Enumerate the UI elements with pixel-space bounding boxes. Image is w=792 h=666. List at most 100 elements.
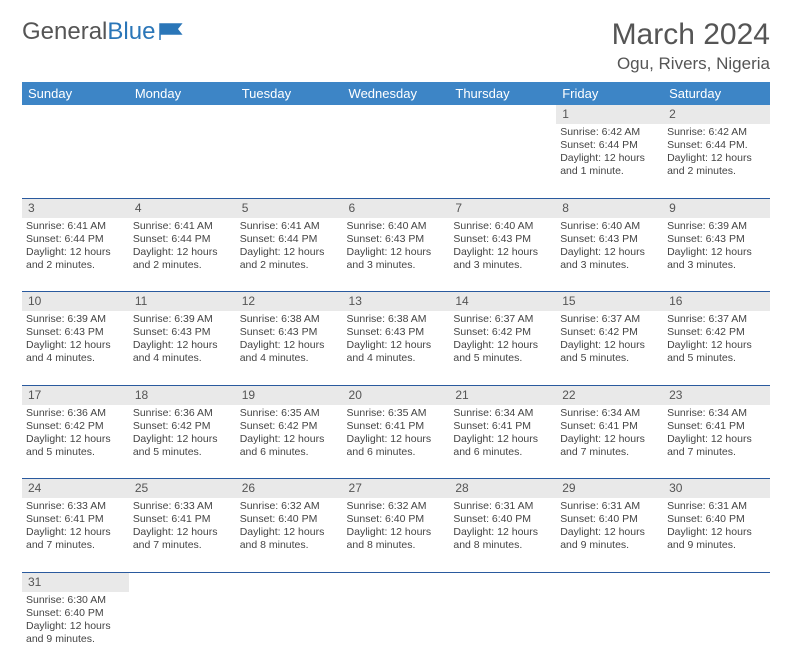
- weekday-header: Sunday: [22, 82, 129, 105]
- sunset-text: Sunset: 6:43 PM: [347, 233, 446, 246]
- day-number: 2: [663, 105, 770, 124]
- day-number: 11: [129, 292, 236, 312]
- day-cell: [129, 592, 236, 666]
- day-number: [129, 572, 236, 592]
- sunrise-text: Sunrise: 6:32 AM: [240, 500, 339, 513]
- day-number: 30: [663, 479, 770, 499]
- sunset-text: Sunset: 6:44 PM.: [667, 139, 766, 152]
- day-cell: [449, 592, 556, 666]
- daylight-text: Daylight: 12 hours and 8 minutes.: [453, 526, 552, 552]
- logo: GeneralBlue: [22, 18, 185, 46]
- day-number: 6: [343, 198, 450, 218]
- week-row: Sunrise: 6:41 AMSunset: 6:44 PMDaylight:…: [22, 218, 770, 292]
- sunrise-text: Sunrise: 6:38 AM: [347, 313, 446, 326]
- sunrise-text: Sunrise: 6:31 AM: [560, 500, 659, 513]
- daylight-text: Daylight: 12 hours and 2 minutes.: [26, 246, 125, 272]
- daylight-text: Daylight: 12 hours and 5 minutes.: [133, 433, 232, 459]
- sunrise-text: Sunrise: 6:42 AM: [667, 126, 766, 139]
- sunset-text: Sunset: 6:40 PM: [667, 513, 766, 526]
- weekday-header: Thursday: [449, 82, 556, 105]
- day-number: 17: [22, 385, 129, 405]
- day-number: 7: [449, 198, 556, 218]
- day-number: 15: [556, 292, 663, 312]
- day-cell: Sunrise: 6:41 AMSunset: 6:44 PMDaylight:…: [22, 218, 129, 292]
- day-cell: [236, 592, 343, 666]
- daylight-text: Daylight: 12 hours and 8 minutes.: [240, 526, 339, 552]
- day-cell: Sunrise: 6:31 AMSunset: 6:40 PMDaylight:…: [556, 498, 663, 572]
- daylight-text: Daylight: 12 hours and 6 minutes.: [453, 433, 552, 459]
- sunset-text: Sunset: 6:40 PM: [560, 513, 659, 526]
- sunset-text: Sunset: 6:41 PM: [560, 420, 659, 433]
- day-cell: Sunrise: 6:39 AMSunset: 6:43 PMDaylight:…: [663, 218, 770, 292]
- sunrise-text: Sunrise: 6:40 AM: [453, 220, 552, 233]
- location-label: Ogu, Rivers, Nigeria: [612, 54, 770, 74]
- day-cell: Sunrise: 6:39 AMSunset: 6:43 PMDaylight:…: [129, 311, 236, 385]
- daylight-text: Daylight: 12 hours and 2 minutes.: [133, 246, 232, 272]
- sunset-text: Sunset: 6:44 PM: [133, 233, 232, 246]
- daylight-text: Daylight: 12 hours and 3 minutes.: [667, 246, 766, 272]
- day-number: 22: [556, 385, 663, 405]
- day-number: 14: [449, 292, 556, 312]
- daynum-row: 24252627282930: [22, 479, 770, 499]
- sunrise-text: Sunrise: 6:42 AM: [560, 126, 659, 139]
- day-cell: Sunrise: 6:40 AMSunset: 6:43 PMDaylight:…: [556, 218, 663, 292]
- day-cell: [343, 124, 450, 198]
- daylight-text: Daylight: 12 hours and 9 minutes.: [667, 526, 766, 552]
- day-number: 18: [129, 385, 236, 405]
- sunrise-text: Sunrise: 6:41 AM: [26, 220, 125, 233]
- daylight-text: Daylight: 12 hours and 7 minutes.: [560, 433, 659, 459]
- day-number: 26: [236, 479, 343, 499]
- daylight-text: Daylight: 12 hours and 4 minutes.: [133, 339, 232, 365]
- weekday-header: Saturday: [663, 82, 770, 105]
- day-cell: Sunrise: 6:37 AMSunset: 6:42 PMDaylight:…: [449, 311, 556, 385]
- day-number: 23: [663, 385, 770, 405]
- weekday-header: Friday: [556, 82, 663, 105]
- sunset-text: Sunset: 6:43 PM: [560, 233, 659, 246]
- sunset-text: Sunset: 6:43 PM: [26, 326, 125, 339]
- day-cell: Sunrise: 6:31 AMSunset: 6:40 PMDaylight:…: [663, 498, 770, 572]
- sunset-text: Sunset: 6:42 PM: [453, 326, 552, 339]
- week-row: Sunrise: 6:30 AMSunset: 6:40 PMDaylight:…: [22, 592, 770, 666]
- sunrise-text: Sunrise: 6:40 AM: [347, 220, 446, 233]
- daylight-text: Daylight: 12 hours and 5 minutes.: [667, 339, 766, 365]
- sunrise-text: Sunrise: 6:32 AM: [347, 500, 446, 513]
- daylight-text: Daylight: 12 hours and 9 minutes.: [560, 526, 659, 552]
- sunset-text: Sunset: 6:40 PM: [453, 513, 552, 526]
- logo-word2: Blue: [107, 18, 155, 46]
- day-number: 27: [343, 479, 450, 499]
- day-number: [236, 572, 343, 592]
- day-number: 12: [236, 292, 343, 312]
- daylight-text: Daylight: 12 hours and 3 minutes.: [560, 246, 659, 272]
- daylight-text: Daylight: 12 hours and 6 minutes.: [347, 433, 446, 459]
- day-cell: Sunrise: 6:39 AMSunset: 6:43 PMDaylight:…: [22, 311, 129, 385]
- day-number: 9: [663, 198, 770, 218]
- sunrise-text: Sunrise: 6:30 AM: [26, 594, 125, 607]
- daylight-text: Daylight: 12 hours and 9 minutes.: [26, 620, 125, 646]
- day-number: 31: [22, 572, 129, 592]
- daylight-text: Daylight: 12 hours and 3 minutes.: [453, 246, 552, 272]
- sunrise-text: Sunrise: 6:37 AM: [453, 313, 552, 326]
- day-number: 10: [22, 292, 129, 312]
- daynum-row: 3456789: [22, 198, 770, 218]
- daylight-text: Daylight: 12 hours and 7 minutes.: [133, 526, 232, 552]
- sunrise-text: Sunrise: 6:34 AM: [667, 407, 766, 420]
- daylight-text: Daylight: 12 hours and 5 minutes.: [453, 339, 552, 365]
- sunset-text: Sunset: 6:43 PM: [667, 233, 766, 246]
- day-number: 5: [236, 198, 343, 218]
- sunrise-text: Sunrise: 6:36 AM: [26, 407, 125, 420]
- day-cell: Sunrise: 6:38 AMSunset: 6:43 PMDaylight:…: [236, 311, 343, 385]
- sunset-text: Sunset: 6:41 PM: [347, 420, 446, 433]
- day-number: [22, 105, 129, 124]
- day-number: [556, 572, 663, 592]
- day-number: 19: [236, 385, 343, 405]
- day-number: 3: [22, 198, 129, 218]
- sunrise-text: Sunrise: 6:35 AM: [240, 407, 339, 420]
- weekday-header: Monday: [129, 82, 236, 105]
- weekday-header: Wednesday: [343, 82, 450, 105]
- daylight-text: Daylight: 12 hours and 6 minutes.: [240, 433, 339, 459]
- day-cell: Sunrise: 6:34 AMSunset: 6:41 PMDaylight:…: [449, 405, 556, 479]
- sunset-text: Sunset: 6:42 PM: [667, 326, 766, 339]
- sunset-text: Sunset: 6:41 PM: [453, 420, 552, 433]
- day-cell: Sunrise: 6:41 AMSunset: 6:44 PMDaylight:…: [236, 218, 343, 292]
- day-cell: Sunrise: 6:40 AMSunset: 6:43 PMDaylight:…: [449, 218, 556, 292]
